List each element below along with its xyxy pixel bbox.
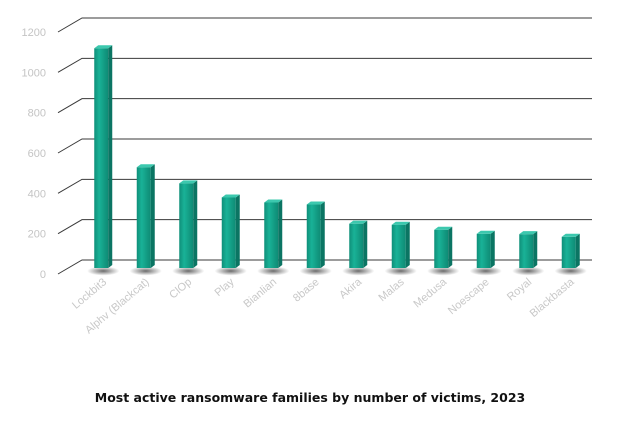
bar-shadow — [129, 266, 162, 276]
x-tick-label: Play — [213, 276, 237, 299]
bar — [94, 45, 113, 268]
bar-top — [179, 180, 198, 184]
bar-side — [575, 233, 580, 268]
bar-top — [136, 164, 155, 168]
y-tick-label: 400 — [28, 188, 46, 200]
bar-front — [476, 233, 491, 268]
x-tick-label: Bianlian — [241, 276, 279, 310]
bar-top — [561, 233, 580, 237]
bar-side — [448, 226, 453, 268]
x-tick-label: Malas — [376, 276, 407, 304]
bar-top — [264, 199, 283, 203]
bar-top — [94, 45, 113, 49]
x-tick-label: Lockbit3 — [70, 276, 109, 312]
gridline — [57, 219, 592, 235]
x-tick-label: Akira — [337, 276, 365, 302]
bar-side — [490, 230, 495, 268]
bar — [221, 194, 240, 268]
bar-top — [476, 230, 495, 234]
bar-top — [221, 194, 240, 198]
bar-shadow — [257, 266, 290, 276]
bar-shadow — [87, 266, 120, 276]
bar-shadow — [427, 266, 460, 276]
bar-shadow — [384, 266, 417, 276]
gridline — [57, 98, 592, 114]
bar-front — [94, 48, 109, 268]
x-tick-label: 8base — [291, 276, 322, 304]
bar-front — [391, 224, 406, 268]
x-tick-label: Royal — [505, 276, 534, 303]
bar-front — [561, 236, 576, 268]
bar-top — [349, 220, 368, 224]
bar-side — [108, 45, 113, 268]
bar-shadow — [469, 266, 502, 276]
bar-side — [533, 231, 538, 268]
bar-front — [221, 197, 236, 268]
bar-top — [519, 231, 538, 235]
bar-shadows — [87, 266, 587, 276]
y-tick-label: 1000 — [22, 67, 46, 79]
y-tick-label: 600 — [28, 148, 46, 160]
chart-title: Most active ransomware families by numbe… — [94, 390, 526, 405]
bar-top — [391, 221, 410, 225]
bar-side — [150, 164, 155, 268]
y-tick-label: 200 — [28, 229, 46, 241]
bar — [561, 233, 580, 268]
bar — [476, 230, 495, 268]
y-tick-label: 0 — [40, 269, 46, 281]
bar-top — [306, 201, 325, 205]
bar-shadow — [299, 266, 332, 276]
gridline — [57, 138, 592, 154]
bar — [306, 201, 325, 268]
bar-shadow — [214, 266, 247, 276]
bar-shadow — [554, 266, 587, 276]
bar-front — [136, 167, 151, 268]
bar-shadow — [172, 266, 205, 276]
bar-front — [519, 234, 534, 268]
bar-shadow — [512, 266, 545, 276]
bar-side — [320, 201, 325, 268]
bar-front — [264, 202, 279, 268]
x-tick-label: Noescape — [446, 276, 492, 317]
x-tick-label: Medusa — [411, 276, 449, 311]
gridline — [57, 259, 592, 275]
y-axis-ticks: 0 200 400 600 800 1000 1200 — [22, 27, 46, 281]
bar — [349, 220, 368, 268]
bar-front — [306, 204, 321, 268]
bar-side — [235, 194, 240, 268]
bar — [434, 226, 453, 268]
bar-side — [278, 199, 283, 268]
x-tick-label: ClOp — [167, 276, 194, 301]
bar-side — [405, 221, 410, 268]
bar — [264, 199, 283, 268]
bar-shadow — [342, 266, 375, 276]
gridline — [57, 57, 592, 73]
bar-front — [179, 183, 194, 268]
bar — [391, 221, 410, 268]
y-tick-label: 800 — [28, 108, 46, 120]
bar-front — [434, 229, 449, 268]
gridlines — [57, 17, 592, 275]
bars — [94, 45, 580, 268]
y-tick-label: 1200 — [22, 27, 46, 39]
bar-front — [349, 223, 364, 268]
bar-side — [193, 180, 198, 268]
bar — [179, 180, 198, 268]
bar-side — [363, 220, 368, 268]
x-tick-label: Blackbasta — [528, 276, 578, 320]
gridline — [57, 178, 592, 194]
bar-top — [434, 226, 453, 230]
bar — [519, 231, 538, 268]
bar — [136, 164, 155, 268]
gridline — [57, 17, 592, 33]
